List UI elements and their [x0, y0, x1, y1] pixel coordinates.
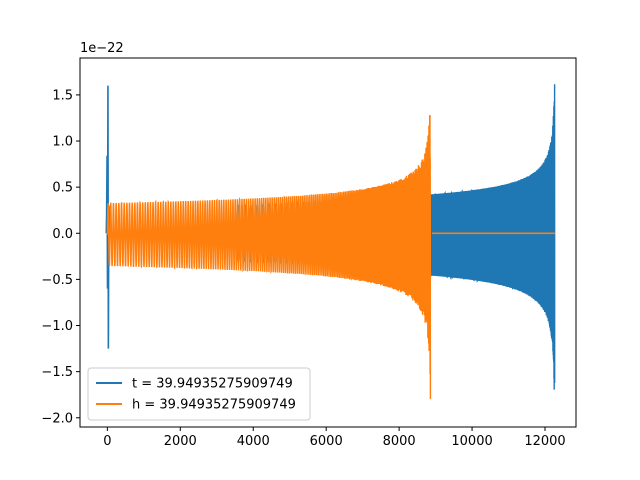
series-h-chirp	[106, 115, 432, 400]
legend-box	[87, 367, 311, 421]
x-tick-label: 4000	[237, 434, 270, 449]
y-tick-label: 0.5	[52, 181, 73, 196]
x-tick-label: 2000	[164, 434, 197, 449]
x-tick-label: 6000	[310, 434, 343, 449]
y-tick-label: −2.0	[41, 411, 73, 426]
axes: 0 2000 4000 6000 8000 10000 12000 1.5 1.0 0.5 0.0 −…	[41, 57, 577, 449]
series-t-chirp	[430, 84, 556, 390]
y-tick-label: 1.5	[52, 88, 73, 103]
x-tick-label: 10000	[451, 434, 492, 449]
legend-label: t = 39.94935275909749	[132, 377, 293, 392]
axes-frame	[79, 57, 577, 428]
x-tick-label: 8000	[383, 434, 416, 449]
plot-area	[105, 84, 556, 400]
y-tick-label: 1.0	[52, 135, 73, 150]
series-h-line	[106, 115, 555, 400]
legend-label: h = 39.94935275909749	[132, 398, 296, 413]
x-tick-label: 0	[103, 434, 111, 449]
y-tick-label: 0.0	[52, 227, 73, 242]
y-tick-label: −1.0	[41, 319, 73, 334]
legend: t = 39.94935275909749 h = 39.949352759097…	[87, 367, 311, 421]
x-tick-label: 12000	[524, 434, 565, 449]
axis-offset-text: 1e−22	[80, 41, 124, 56]
y-tick-label: −1.5	[41, 365, 73, 380]
y-tick-label: −0.5	[41, 273, 73, 288]
